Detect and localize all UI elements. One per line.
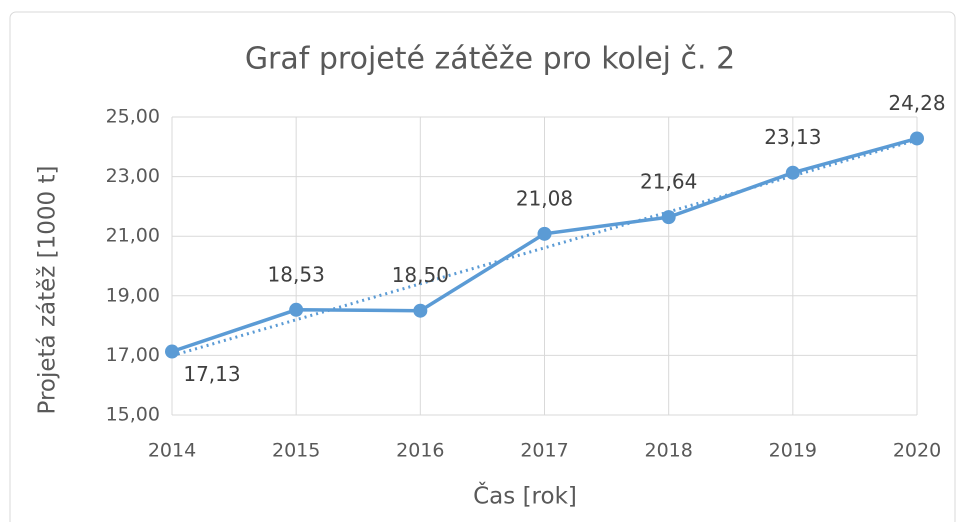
data-point bbox=[413, 303, 428, 318]
data-point bbox=[537, 226, 552, 241]
data-label: 21,64 bbox=[640, 170, 697, 194]
x-tick-label: 2018 bbox=[644, 440, 692, 462]
data-point bbox=[910, 131, 924, 146]
y-tick-label: 23,00 bbox=[106, 165, 160, 187]
y-tick-label: 17,00 bbox=[106, 344, 160, 366]
x-tick-label: 2020 bbox=[893, 440, 941, 462]
y-tick-label: 25,00 bbox=[106, 106, 160, 128]
x-axis-label: Čas [rok] bbox=[473, 482, 577, 510]
data-point bbox=[165, 344, 179, 359]
y-axis-label: Projetá zátěž [1000 t] bbox=[35, 166, 61, 415]
data-point bbox=[661, 210, 676, 225]
y-tick-label: 21,00 bbox=[106, 225, 160, 247]
y-tick-label: 15,00 bbox=[106, 404, 160, 426]
data-label: 18,50 bbox=[392, 263, 449, 287]
chart-title: Graf projeté zátěže pro kolej č. 2 bbox=[245, 42, 735, 77]
data-label: 18,53 bbox=[268, 262, 325, 286]
data-point bbox=[785, 165, 800, 180]
data-label: 21,08 bbox=[516, 186, 573, 210]
x-tick-label: 2014 bbox=[148, 440, 196, 462]
data-label: 23,13 bbox=[764, 125, 821, 149]
data-label: 17,13 bbox=[183, 362, 240, 386]
x-tick-label: 2015 bbox=[272, 440, 320, 462]
y-tick-label: 19,00 bbox=[106, 284, 160, 306]
data-label: 24,28 bbox=[888, 91, 945, 115]
data-point bbox=[289, 302, 304, 317]
chart-border bbox=[9, 11, 956, 522]
x-tick-label: 2016 bbox=[396, 440, 444, 462]
x-tick-label: 2019 bbox=[769, 440, 817, 462]
x-tick-label: 2017 bbox=[520, 440, 568, 462]
